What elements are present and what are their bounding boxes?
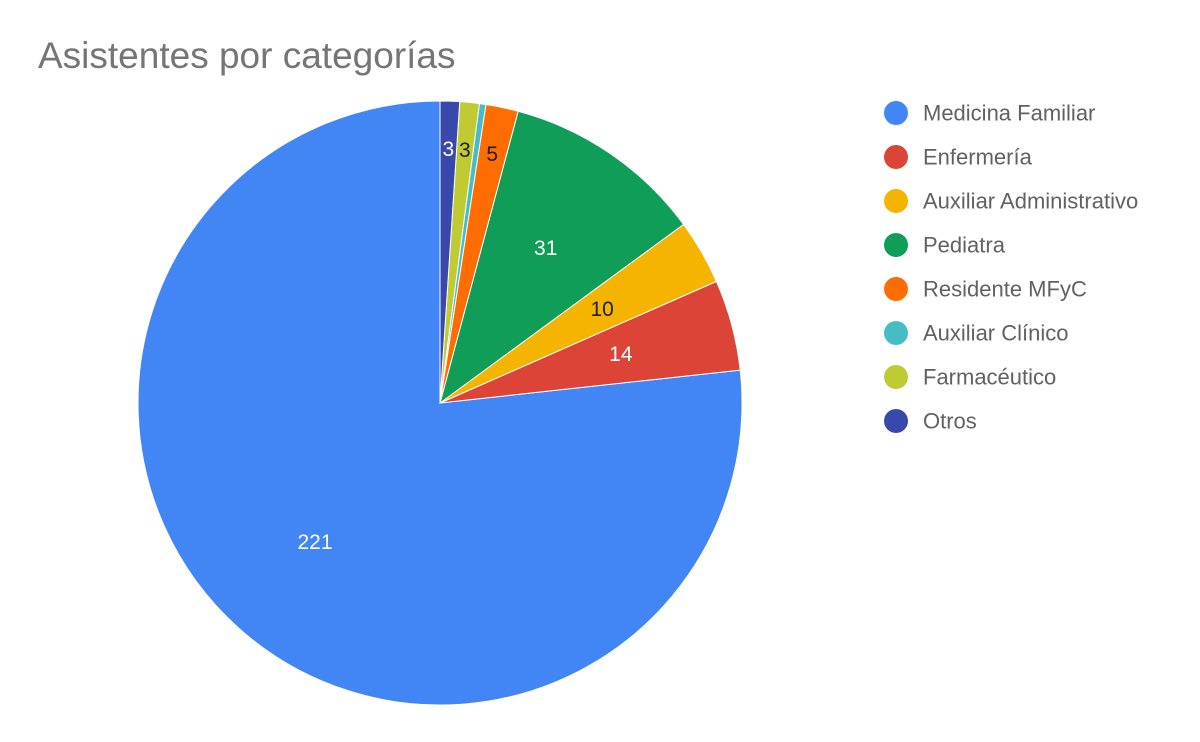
legend-item-residente-mfyc: Residente MFyC	[884, 277, 1087, 302]
legend-swatch	[884, 409, 908, 433]
legend-item-otros: Otros	[884, 409, 977, 434]
legend-swatch	[884, 321, 908, 345]
slice-label-medicina-familiar: 221	[297, 531, 332, 554]
legend-swatch	[884, 145, 908, 169]
slice-label-farmaceutico: 3	[459, 139, 471, 162]
slice-label-pediatra: 31	[534, 237, 557, 260]
legend-label: Residente MFyC	[923, 277, 1087, 302]
slice-label-otros: 3	[442, 138, 454, 161]
legend-item-pediatra: Pediatra	[884, 233, 1006, 258]
legend-label: Pediatra	[923, 233, 1006, 258]
legend-item-auxiliar-clinico: Auxiliar Clínico	[884, 321, 1069, 346]
legend-label: Medicina Familiar	[923, 101, 1095, 126]
pie-slices	[137, 100, 743, 706]
legend-swatch	[884, 101, 908, 125]
legend-item-auxiliar-administrativo: Auxiliar Administrativo	[884, 189, 1138, 214]
slice-label-enfermeria: 14	[609, 343, 633, 366]
slice-label-residente-mfyc: 5	[486, 143, 498, 166]
legend-item-farmaceutico: Farmacéutico	[884, 365, 1056, 390]
chart-title: Asistentes por categorías	[38, 35, 456, 76]
legend-swatch	[884, 189, 908, 213]
slice-pediatra	[439, 110, 685, 405]
legend-label: Enfermería	[923, 145, 1033, 170]
legend-label: Auxiliar Administrativo	[923, 189, 1138, 214]
legend-swatch	[884, 277, 908, 301]
legend-swatch	[884, 365, 908, 389]
legend-label: Farmacéutico	[923, 365, 1056, 390]
legend-label: Auxiliar Clínico	[923, 321, 1069, 346]
legend-label: Otros	[923, 409, 977, 434]
legend-item-medicina-familiar: Medicina Familiar	[884, 101, 1095, 126]
legend: Medicina Familiar Enfermería Auxiliar Admi…	[884, 101, 1138, 434]
slice-label-auxiliar-administrativo: 10	[590, 298, 613, 321]
slice-otros	[439, 100, 461, 404]
legend-swatch	[884, 233, 908, 257]
legend-item-enfermeria: Enfermería	[884, 145, 1033, 170]
